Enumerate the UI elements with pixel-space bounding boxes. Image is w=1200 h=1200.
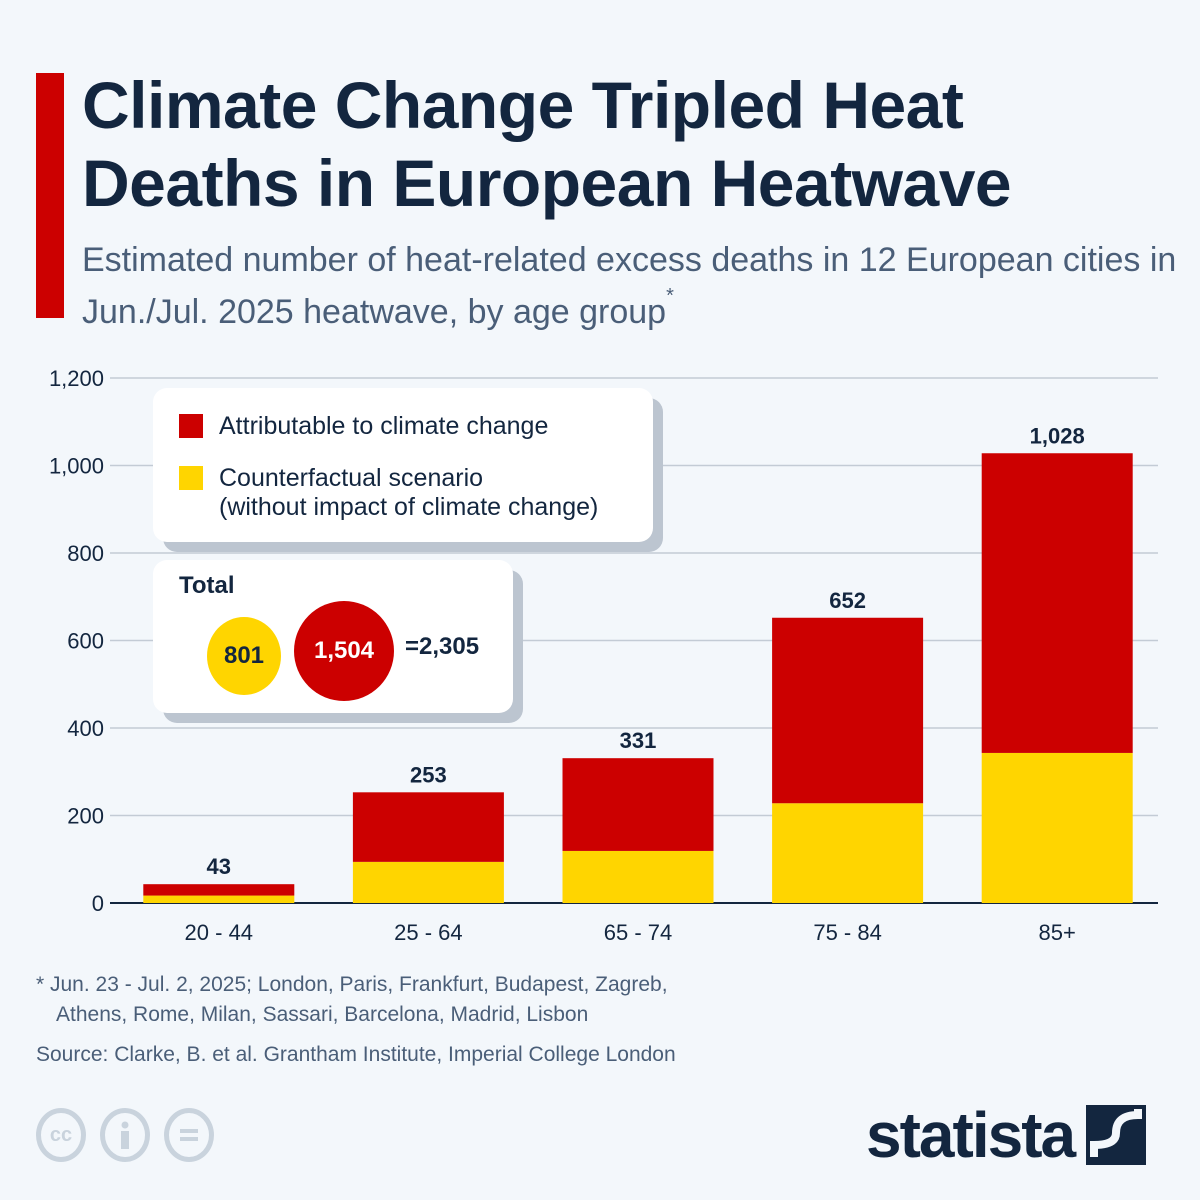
x-tick-label: 20 - 44 (185, 920, 254, 945)
statista-logo[interactable]: statista (866, 1099, 1147, 1171)
x-axis-tick-labels: 20 - 44 25 - 64 65 - 74 75 - 84 85+ (185, 920, 1076, 945)
bar-segment-climate (562, 758, 714, 851)
legend-label-counterfactual: Counterfactual scenario (without impact o… (219, 464, 598, 522)
legend: Attributable to climate change Counterfa… (153, 388, 653, 542)
y-axis-tick-labels: 0 200 400 600 800 1,000 1,200 (49, 366, 104, 916)
subtitle: Estimated number of heat-related excess … (82, 234, 1182, 338)
attribution-icon[interactable] (100, 1108, 150, 1162)
x-tick-label: 85+ (1039, 920, 1076, 945)
bar-segment-climate (772, 617, 924, 804)
total-climate-circle: 1,504 (294, 601, 394, 701)
y-tick-label: 1,200 (49, 366, 104, 391)
footnote: * Jun. 23 - Jul. 2, 2025; London, Paris,… (36, 970, 668, 1030)
person-glyph (121, 1121, 129, 1149)
bar-segment-counterfactual (562, 850, 714, 903)
bar-segment-counterfactual (772, 803, 924, 903)
y-tick-label: 600 (67, 629, 104, 654)
subtitle-footnote-marker: * (666, 285, 674, 307)
bar-total-label: 43 (207, 854, 231, 879)
subtitle-text: Estimated number of heat-related excess … (82, 241, 1177, 331)
legend-swatch-counterfactual (179, 466, 203, 490)
footnote-line1: * Jun. 23 - Jul. 2, 2025; London, Paris,… (36, 973, 668, 996)
y-tick-label: 1,000 (49, 454, 104, 479)
value-labels: 43 253 331 652 1,028 (207, 423, 1085, 879)
y-tick-label: 400 (67, 716, 104, 741)
total-counterfactual-circle: 801 (207, 617, 281, 695)
title-accent-bar (36, 73, 64, 318)
bar-total-label: 331 (620, 728, 657, 753)
footnote-line2: Athens, Rome, Milan, Sassari, Barcelona,… (56, 1003, 589, 1026)
cc-icon-text: cc (49, 1123, 73, 1146)
legend-swatch-climate (179, 414, 203, 438)
source-note: Source: Clarke, B. et al. Grantham Insti… (36, 1043, 676, 1066)
y-tick-label: 800 (67, 541, 104, 566)
legend-item-climate: Attributable to climate change (179, 412, 548, 441)
y-tick-label: 0 (92, 891, 104, 916)
bar-segment-counterfactual (981, 752, 1133, 903)
totals-label: Total (179, 572, 235, 599)
bar-total-label: 253 (410, 762, 447, 787)
logo-text: statista (866, 1099, 1076, 1171)
bar-total-label: 1,028 (1030, 423, 1085, 448)
equals-glyph (180, 1129, 198, 1141)
y-tick-label: 200 (67, 804, 104, 829)
bar-segment-counterfactual (143, 895, 295, 903)
statista-logo-mark-icon (1086, 1105, 1147, 1165)
page-title: Climate Change Tripled Heat Deaths in Eu… (82, 68, 1012, 220)
bar-segment-climate (143, 884, 295, 896)
cc-icon[interactable]: cc (36, 1108, 86, 1162)
bar-segment-climate (981, 453, 1133, 753)
bar-total-label: 652 (829, 588, 866, 613)
x-tick-label: 75 - 84 (813, 920, 882, 945)
total-counterfactual-value: 801 (223, 642, 265, 669)
total-sum: =2,305 (405, 633, 480, 660)
license-icons: cc (36, 1108, 214, 1162)
x-tick-label: 65 - 74 (604, 920, 673, 945)
legend-item-counterfactual: Counterfactual scenario (without impact o… (179, 464, 598, 522)
bars (143, 453, 1133, 903)
legend-label-counterfactual-line2: (without impact of climate change) (219, 493, 599, 521)
total-climate-value: 1,504 (313, 637, 375, 664)
no-derivatives-icon[interactable] (164, 1108, 214, 1162)
totals-card: Total 801 1,504 =2,305 (153, 560, 513, 713)
bar-segment-counterfactual (352, 861, 504, 903)
legend-label-climate: Attributable to climate change (219, 412, 549, 440)
bar-segment-climate (352, 792, 504, 862)
x-tick-label: 25 - 64 (394, 920, 463, 945)
legend-label-counterfactual-line1: Counterfactual scenario (219, 464, 484, 492)
